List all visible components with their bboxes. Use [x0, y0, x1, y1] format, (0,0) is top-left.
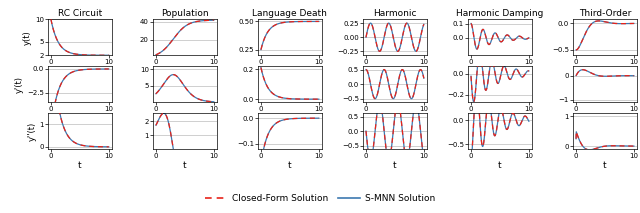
- X-axis label: t: t: [393, 161, 397, 170]
- X-axis label: t: t: [183, 161, 187, 170]
- Title: Language Death: Language Death: [252, 9, 327, 18]
- X-axis label: t: t: [498, 161, 502, 170]
- Title: Population: Population: [161, 9, 209, 18]
- Title: Harmonic: Harmonic: [373, 9, 417, 18]
- X-axis label: t: t: [603, 161, 607, 170]
- X-axis label: t: t: [78, 161, 82, 170]
- Y-axis label: y(t): y(t): [23, 30, 32, 45]
- Y-axis label: y''(t): y''(t): [28, 121, 36, 141]
- Title: Third-Order: Third-Order: [579, 9, 631, 18]
- X-axis label: t: t: [288, 161, 292, 170]
- Title: Harmonic Damping: Harmonic Damping: [456, 9, 543, 18]
- Legend: Closed-Form Solution, S-MNN Solution: Closed-Form Solution, S-MNN Solution: [202, 190, 438, 206]
- Title: RC Circuit: RC Circuit: [58, 9, 102, 18]
- Y-axis label: y'(t): y'(t): [15, 76, 24, 93]
